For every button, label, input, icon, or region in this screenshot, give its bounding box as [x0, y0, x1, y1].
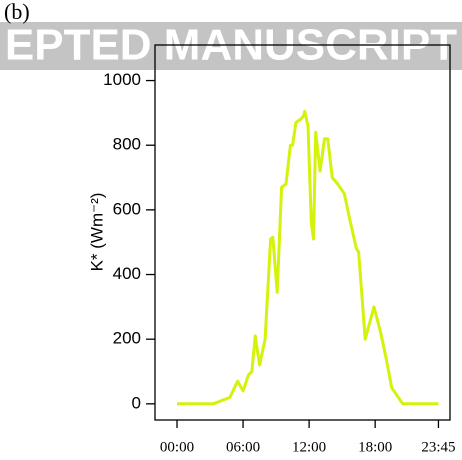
watermark-band	[0, 22, 462, 70]
data-line	[177, 109, 439, 406]
x-tick-label: 06:00	[226, 439, 260, 455]
x-tick-label: 18:00	[358, 439, 392, 455]
y-axis-label: K* (Wm⁻²)	[87, 193, 106, 272]
y-tick-label: 1000	[103, 70, 141, 89]
panel-label: (b)	[4, 0, 30, 24]
y-tick-label: 600	[113, 199, 141, 218]
x-tick-label: 12:00	[292, 439, 326, 455]
y-tick-label: 0	[132, 393, 141, 412]
plot-frame	[154, 44, 451, 421]
x-tick-label: 00:00	[160, 439, 194, 455]
y-tick-label: 800	[113, 135, 141, 154]
y-tick-label: 400	[113, 264, 141, 283]
y-tick-label: 200	[113, 329, 141, 348]
x-tick-label: 23:45	[421, 439, 455, 455]
